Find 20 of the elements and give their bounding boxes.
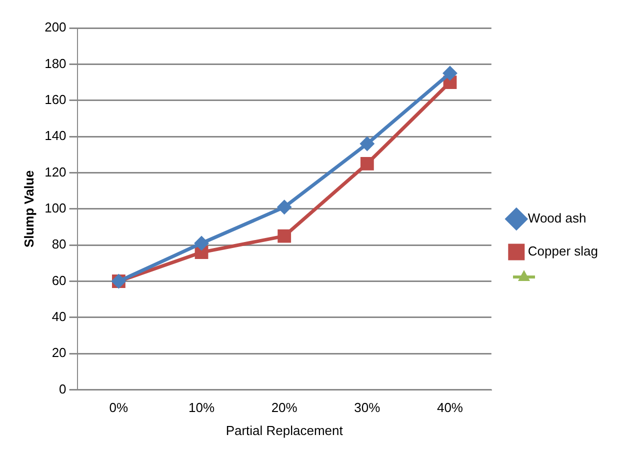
y-tick-label: 200 (44, 20, 66, 35)
y-tick-label: 160 (44, 92, 66, 107)
x-tick-label: 0% (109, 400, 129, 416)
y-tick-label: 100 (44, 200, 66, 216)
y-tick-label: 20 (52, 345, 66, 360)
y-tick-label: 140 (44, 128, 66, 144)
y-axis-title: Slump Value (21, 170, 36, 248)
x-tick-label: 10% (188, 400, 215, 416)
y-tick-label: 0 (59, 381, 66, 396)
y-tick-label: 60 (52, 272, 66, 288)
x-tick-label: 20% (271, 400, 298, 416)
y-tick-label: 40 (52, 309, 66, 324)
y-tick-label: 180 (44, 56, 66, 71)
x-tick-label: 40% (436, 400, 464, 416)
x-tick-label: 30% (354, 400, 381, 416)
y-tick-label: 80 (52, 236, 66, 252)
y-tick-label: 120 (44, 164, 66, 180)
legend-label: Wood ash (528, 210, 586, 226)
legend-label: Copper slag (528, 244, 598, 259)
x-axis-title: Partial Replacement (226, 422, 344, 438)
